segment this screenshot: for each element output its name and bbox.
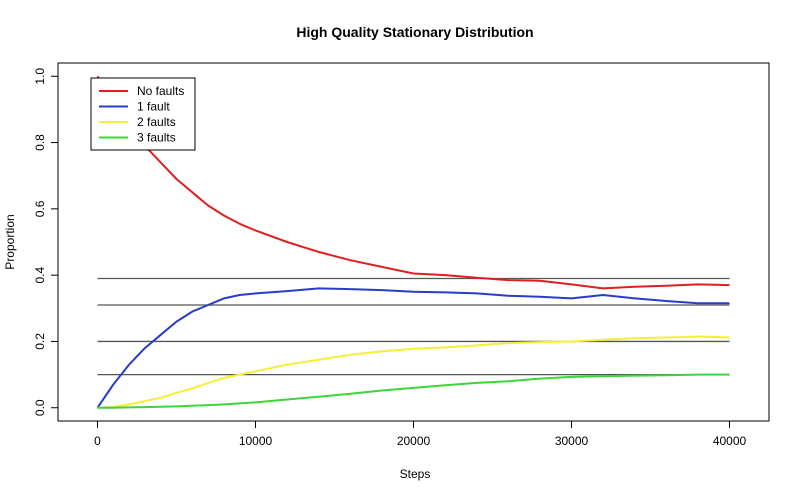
x-axis-label: Steps xyxy=(400,467,431,481)
x-axis: 0 10000 20000 30000 40000 xyxy=(94,420,747,448)
legend-label: 1 fault xyxy=(137,100,170,114)
y-axis: 0.0 0.2 0.4 0.6 0.8 1.0 xyxy=(33,68,59,416)
chart-title: High Quality Stationary Distribution xyxy=(296,24,533,40)
x-tick-label: 40000 xyxy=(713,434,747,448)
y-tick-label: 0.4 xyxy=(33,266,47,283)
y-tick-label: 0.6 xyxy=(33,200,47,217)
x-tick-label: 30000 xyxy=(555,434,589,448)
series-line-1 xyxy=(96,287,730,409)
series-line-3 xyxy=(97,373,730,409)
legend-label: 2 faults xyxy=(137,115,176,129)
x-tick-label: 20000 xyxy=(397,434,431,448)
series-lines xyxy=(96,75,730,409)
y-tick-label: 0.2 xyxy=(33,333,47,350)
y-tick-label: 0.0 xyxy=(33,399,47,416)
y-tick-label: 0.8 xyxy=(33,134,47,151)
reference-lines xyxy=(97,277,730,376)
legend-label: No faults xyxy=(137,84,184,98)
x-tick-label: 0 xyxy=(94,434,101,448)
y-axis-label: Proportion xyxy=(3,214,17,269)
legend-label: 3 faults xyxy=(137,131,176,145)
y-tick-label: 1.0 xyxy=(33,68,47,85)
series-line-0 xyxy=(96,75,730,290)
series-line-2 xyxy=(97,335,730,409)
x-tick-label: 10000 xyxy=(239,434,273,448)
